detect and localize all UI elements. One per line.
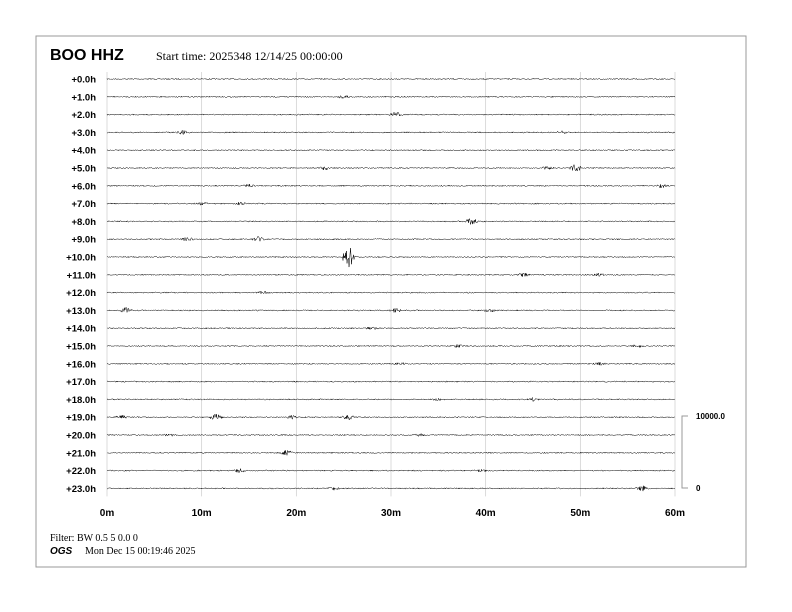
row-label: +12.0h [66, 288, 96, 299]
trace-row [106, 129, 676, 135]
row-label: +2.0h [71, 110, 96, 121]
scale-bracket [681, 415, 688, 489]
org-label: OGS [50, 546, 73, 557]
trace-row [106, 201, 676, 206]
row-label: +15.0h [66, 342, 96, 353]
trace-row [106, 149, 676, 152]
row-label: +16.0h [66, 359, 96, 370]
amplitude-scale: 10000.0 0 [681, 412, 725, 493]
trace-row [106, 413, 676, 421]
trace-row [106, 111, 676, 117]
row-label: +22.0h [66, 466, 96, 477]
start-time: Start time: 2025348 12/14/25 00:00:00 [156, 49, 343, 63]
trace-row [106, 235, 676, 242]
trace-row [106, 272, 676, 278]
row-label: +7.0h [71, 199, 96, 210]
row-label: +5.0h [71, 164, 96, 175]
row-label: +19.0h [66, 413, 96, 424]
row-label: +20.0h [66, 431, 96, 442]
row-label: +9.0h [71, 235, 96, 246]
row-label: +23.0h [66, 484, 96, 495]
station-title: BOO HHZ [50, 47, 124, 64]
row-label: +10.0h [66, 253, 96, 264]
row-label: +11.0h [67, 270, 97, 281]
row-label: +0.0h [71, 75, 96, 86]
trace-row [107, 380, 676, 383]
trace-row [106, 183, 676, 189]
trace-row [106, 307, 676, 313]
scale-bottom-label: 0 [696, 484, 701, 493]
frame [35, 35, 747, 568]
trace-row [106, 164, 676, 172]
trace-row [106, 396, 676, 402]
trace-row [106, 94, 676, 99]
trace-row [106, 290, 676, 295]
x-tick-label: 40m [476, 508, 496, 519]
row-label: +3.0h [71, 128, 96, 139]
row-label: +4.0h [71, 146, 96, 157]
trace-row [106, 217, 676, 225]
row-label: +8.0h [71, 217, 96, 228]
row-label: +17.0h [66, 377, 96, 388]
trace-row [106, 343, 676, 349]
row-label: +13.0h [66, 306, 96, 317]
x-tick-label: 30m [381, 508, 401, 519]
x-tick-label: 20m [286, 508, 306, 519]
trace-row [106, 361, 676, 366]
filter-label: Filter: BW 0.5 5 0.0 0 [50, 533, 138, 544]
trace-row [106, 77, 676, 81]
row-label: +14.0h [66, 324, 96, 335]
x-tick-label: 50m [570, 508, 590, 519]
generated-time: Mon Dec 15 00:19:46 2025 [85, 546, 196, 557]
x-tick-label: 0m [100, 508, 115, 519]
trace-row [106, 433, 676, 437]
row-label: +18.0h [66, 395, 96, 406]
trace-row [106, 468, 676, 473]
trace-row [106, 248, 676, 268]
scale-top-label: 10000.0 [696, 412, 725, 421]
trace-row [106, 450, 676, 456]
x-tick-label: 60m [665, 508, 685, 519]
trace-row [106, 485, 676, 492]
row-label: +6.0h [71, 181, 96, 192]
row-label: +21.0h [66, 448, 96, 459]
trace-row [106, 326, 676, 331]
row-label: +1.0h [71, 92, 96, 103]
x-tick-label: 10m [192, 508, 212, 519]
